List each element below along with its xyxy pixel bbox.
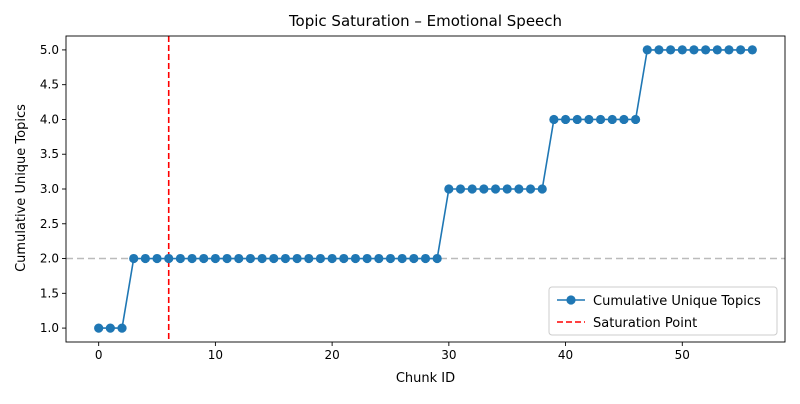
data-point (315, 253, 326, 264)
data-point (537, 184, 547, 194)
data-point (584, 114, 594, 125)
data-point (210, 253, 221, 264)
data-point (105, 323, 115, 333)
data-point (677, 45, 687, 55)
data-point (152, 253, 162, 264)
data-point (385, 253, 396, 264)
data-point (689, 45, 699, 55)
data-point (350, 253, 361, 264)
y-tick-label: 1.0 (40, 321, 59, 335)
x-tick-label: 0 (95, 348, 103, 362)
data-point (409, 253, 419, 264)
x-tick-label: 20 (324, 348, 339, 362)
data-point (94, 323, 104, 333)
x-tick-label: 50 (675, 348, 690, 362)
data-point (630, 114, 641, 125)
data-point (175, 253, 185, 264)
data-point (397, 253, 407, 264)
legend-label: Cumulative Unique Topics (593, 294, 761, 309)
data-point (234, 253, 244, 264)
data-point (362, 253, 372, 264)
data-point (619, 114, 629, 125)
legend-swatch-marker (566, 295, 576, 305)
data-point (467, 184, 477, 194)
data-point (164, 253, 174, 264)
data-point (595, 114, 606, 125)
data-point (280, 253, 291, 264)
data-point (222, 253, 232, 264)
data-point (712, 45, 722, 55)
data-point (525, 184, 536, 194)
y-tick-label: 4.0 (40, 112, 59, 126)
data-point (724, 45, 734, 55)
data-point (514, 184, 524, 194)
plot-area: 0 10 20 30 40 50 1.0 1.5 2.0 2.5 3.0 3.5 4.0 4.5 5.0 (40, 35, 786, 362)
y-tick-label: 3.5 (40, 147, 59, 161)
data-point (666, 45, 676, 55)
data-point (269, 253, 279, 264)
x-axis-label: Chunk ID (396, 371, 455, 386)
data-point (327, 253, 337, 264)
y-tick-label: 1.5 (40, 286, 59, 300)
legend-label: Saturation Point (593, 316, 697, 331)
data-point (187, 253, 197, 264)
data-point (432, 253, 442, 264)
data-point (736, 45, 746, 55)
data-point (245, 253, 256, 264)
y-tick-label: 5.0 (40, 43, 59, 57)
data-point (747, 45, 757, 55)
data-point (140, 253, 150, 264)
y-tick-label: 2.0 (40, 252, 59, 266)
data-point (304, 253, 314, 264)
x-tick-label: 40 (558, 348, 573, 362)
data-point (654, 45, 664, 55)
legend-box (548, 286, 778, 336)
y-axis-label: Cumulative Unique Topics (14, 104, 29, 272)
data-point (444, 184, 454, 194)
data-point (502, 184, 512, 194)
legend: Cumulative Unique Topics Saturation Point (548, 286, 778, 336)
y-tick-label: 3.0 (40, 182, 59, 196)
data-point (374, 253, 384, 264)
data-point (642, 45, 652, 55)
y-tick-label: 2.5 (40, 217, 59, 231)
data-point (701, 45, 711, 55)
data-point (479, 184, 489, 194)
data-point (455, 184, 466, 194)
data-point (607, 114, 617, 125)
x-tick-label: 10 (208, 348, 223, 362)
data-point (292, 253, 302, 264)
data-point (549, 114, 559, 125)
data-point (117, 323, 127, 333)
data-point (420, 253, 431, 264)
plot-data-group (66, 36, 785, 342)
data-point (257, 253, 267, 264)
data-point (490, 184, 501, 194)
data-point (129, 253, 139, 264)
series-line (98, 49, 753, 329)
y-tick-label: 4.5 (40, 78, 59, 92)
x-tick-label: 30 (441, 348, 456, 362)
data-point (572, 114, 582, 125)
data-point (199, 253, 209, 264)
data-point (560, 114, 571, 125)
data-point (339, 253, 349, 264)
chart-title: Topic Saturation – Emotional Speech (288, 12, 562, 30)
